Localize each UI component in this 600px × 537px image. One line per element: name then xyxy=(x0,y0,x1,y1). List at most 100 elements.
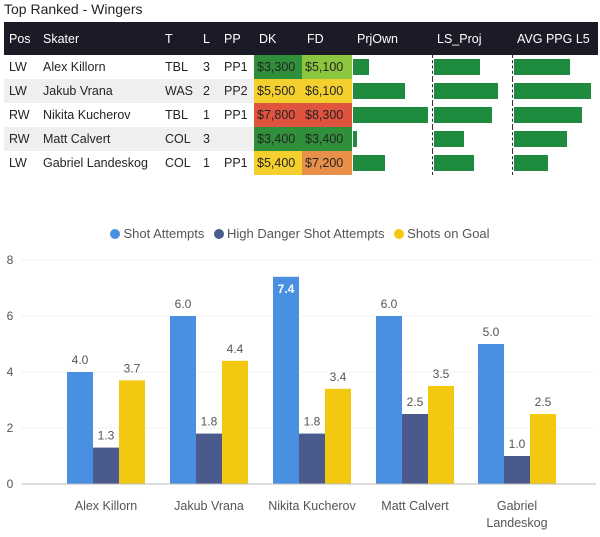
y-tick-label: 0 xyxy=(7,477,14,491)
bar-shots-on-goal xyxy=(325,388,351,484)
bar-shots-on-goal xyxy=(428,386,454,484)
col-header-ls-proj[interactable]: LS_Proj xyxy=(432,22,512,55)
col-header-skater[interactable]: Skater xyxy=(38,22,160,55)
ls-proj-bar xyxy=(433,59,480,75)
cell-team: TBL xyxy=(165,60,188,74)
cell-dk-salary: $3,300 xyxy=(254,55,302,79)
table-row[interactable]: LW Alex Killorn TBL 3 PP1 $3,300 $5,100 xyxy=(4,55,598,79)
cell-dk-salary: $5,500 xyxy=(254,79,302,103)
prjown-bar xyxy=(353,83,405,99)
data-label: 1.8 xyxy=(304,415,321,429)
col-header-pp[interactable]: PP xyxy=(219,22,254,55)
x-category-label: Matt Calvert xyxy=(381,499,449,513)
legend-item-shots-on-goal[interactable]: Shots on Goal xyxy=(394,226,490,241)
legend-dot-shots-on-goal xyxy=(394,229,405,239)
bar-shot-attempts xyxy=(67,372,93,484)
cell-prjown-bar xyxy=(352,79,432,103)
cell-ls-proj-bar xyxy=(431,127,512,151)
data-label: 4.4 xyxy=(227,342,244,356)
cell-team: COL xyxy=(160,127,198,151)
cell-dk-salary: $3,400 xyxy=(254,127,302,151)
cell-line: 1 xyxy=(203,108,210,122)
data-label: 1.8 xyxy=(201,415,218,429)
cell-fd-salary: $7,200 xyxy=(302,151,352,175)
bar-shots-on-goal xyxy=(530,414,556,484)
cell-ls-proj-bar xyxy=(431,103,512,127)
table-row[interactable]: LW Gabriel Landeskog COL 1 PP1 $5,400 $7,200 xyxy=(4,151,598,175)
cell-prjown-bar xyxy=(352,151,432,175)
cell-pos: LW xyxy=(4,79,38,103)
cell-fd-salary: $6,100 xyxy=(302,79,352,103)
cell-prjown-bar xyxy=(352,127,432,151)
table-row[interactable]: RW Matt Calvert COL 3 $3,400 $3,400 xyxy=(4,127,598,151)
data-label: 6.0 xyxy=(175,297,192,311)
bar-shot-attempts xyxy=(273,276,299,484)
cell-pp: PP1 xyxy=(224,156,248,170)
legend-dot-shot-attempts xyxy=(110,229,121,239)
data-label: 2.5 xyxy=(407,395,424,409)
col-header-fd[interactable]: FD xyxy=(302,22,352,55)
bar-shots-on-goal xyxy=(119,380,145,484)
cell-line: 3 xyxy=(203,60,210,74)
rankings-table: Pos Skater T L PP DK FD PrjOwn LS_Proj A… xyxy=(4,22,598,175)
col-header-prjown[interactable]: PrjOwn xyxy=(352,22,432,55)
cell-line: 3 xyxy=(198,127,219,151)
col-header-avg-ppg[interactable]: AVG PPG L5 xyxy=(512,22,598,55)
table-row[interactable]: LW Jakub Vrana WAS 2 PP2 $5,500 $6,100 xyxy=(4,79,598,103)
data-label: 7.4 xyxy=(278,282,295,296)
col-header-team[interactable]: T xyxy=(160,22,198,55)
cell-pp: PP1 xyxy=(224,108,248,122)
chart-legend: Shot Attempts High Danger Shot Attempts … xyxy=(0,226,600,241)
y-tick-label: 6 xyxy=(7,309,14,323)
legend-label: Shot Attempts xyxy=(123,226,205,241)
x-category-label: Landeskog xyxy=(486,516,547,530)
cell-pos: LW xyxy=(9,60,27,74)
cell-skater: Nikita Kucherov xyxy=(43,108,131,122)
ls-proj-bar xyxy=(433,83,498,99)
data-label: 1.0 xyxy=(509,437,526,451)
data-label: 2.5 xyxy=(535,395,552,409)
col-header-pos[interactable]: Pos xyxy=(4,22,38,55)
data-label: 3.5 xyxy=(433,367,450,381)
col-header-dk[interactable]: DK xyxy=(254,22,302,55)
bar-chart: 0 2 4 6 8 4.0 1.3 3.7 Alex Killorn 6.0 1.8 4.4 Jakub… xyxy=(7,253,596,530)
bar-shot-attempts xyxy=(478,344,504,484)
cell-pos: RW xyxy=(4,127,38,151)
legend-item-high-danger[interactable]: High Danger Shot Attempts xyxy=(214,226,385,241)
cell-skater: Jakub Vrana xyxy=(38,79,160,103)
prjown-bar xyxy=(353,59,369,75)
cell-pp: PP2 xyxy=(219,79,254,103)
data-label: 6.0 xyxy=(381,297,398,311)
cell-team: TBL xyxy=(165,108,188,122)
cell-prjown-bar xyxy=(352,55,432,79)
legend-item-shot-attempts[interactable]: Shot Attempts xyxy=(110,226,204,241)
data-label: 4.0 xyxy=(72,353,89,367)
cell-line: 2 xyxy=(198,79,219,103)
x-category-label: Jakub Vrana xyxy=(174,499,244,513)
table-row[interactable]: RW Nikita Kucherov TBL 1 PP1 $7,800 $8,300 xyxy=(4,103,598,127)
bar-shot-attempts xyxy=(170,316,196,484)
prjown-bar xyxy=(353,155,385,171)
cell-team: COL xyxy=(165,156,191,170)
avg-ppg-bar xyxy=(513,131,567,147)
cell-dk-salary: $5,400 xyxy=(254,151,302,175)
cell-prjown-bar xyxy=(352,103,432,127)
y-tick-label: 2 xyxy=(7,421,14,435)
cell-pos: LW xyxy=(9,156,27,170)
cell-skater: Alex Killorn xyxy=(43,60,106,74)
cell-pos: RW xyxy=(9,108,30,122)
cell-ls-proj-bar xyxy=(431,151,512,175)
legend-dot-high-danger xyxy=(214,229,224,239)
data-label: 3.7 xyxy=(124,361,141,375)
bar-shot-attempts xyxy=(376,316,402,484)
col-header-line[interactable]: L xyxy=(198,22,219,55)
cell-team: WAS xyxy=(160,79,198,103)
cell-ls-proj-bar xyxy=(431,55,512,79)
bar-high-danger-shot-attempts xyxy=(299,433,325,484)
data-label: 5.0 xyxy=(483,325,500,339)
cell-fd-salary: $5,100 xyxy=(302,55,352,79)
bar-high-danger-shot-attempts xyxy=(93,447,119,484)
cell-avg-ppg-bar xyxy=(511,55,598,79)
legend-label: Shots on Goal xyxy=(407,226,490,241)
cell-dk-salary: $7,800 xyxy=(254,103,302,127)
